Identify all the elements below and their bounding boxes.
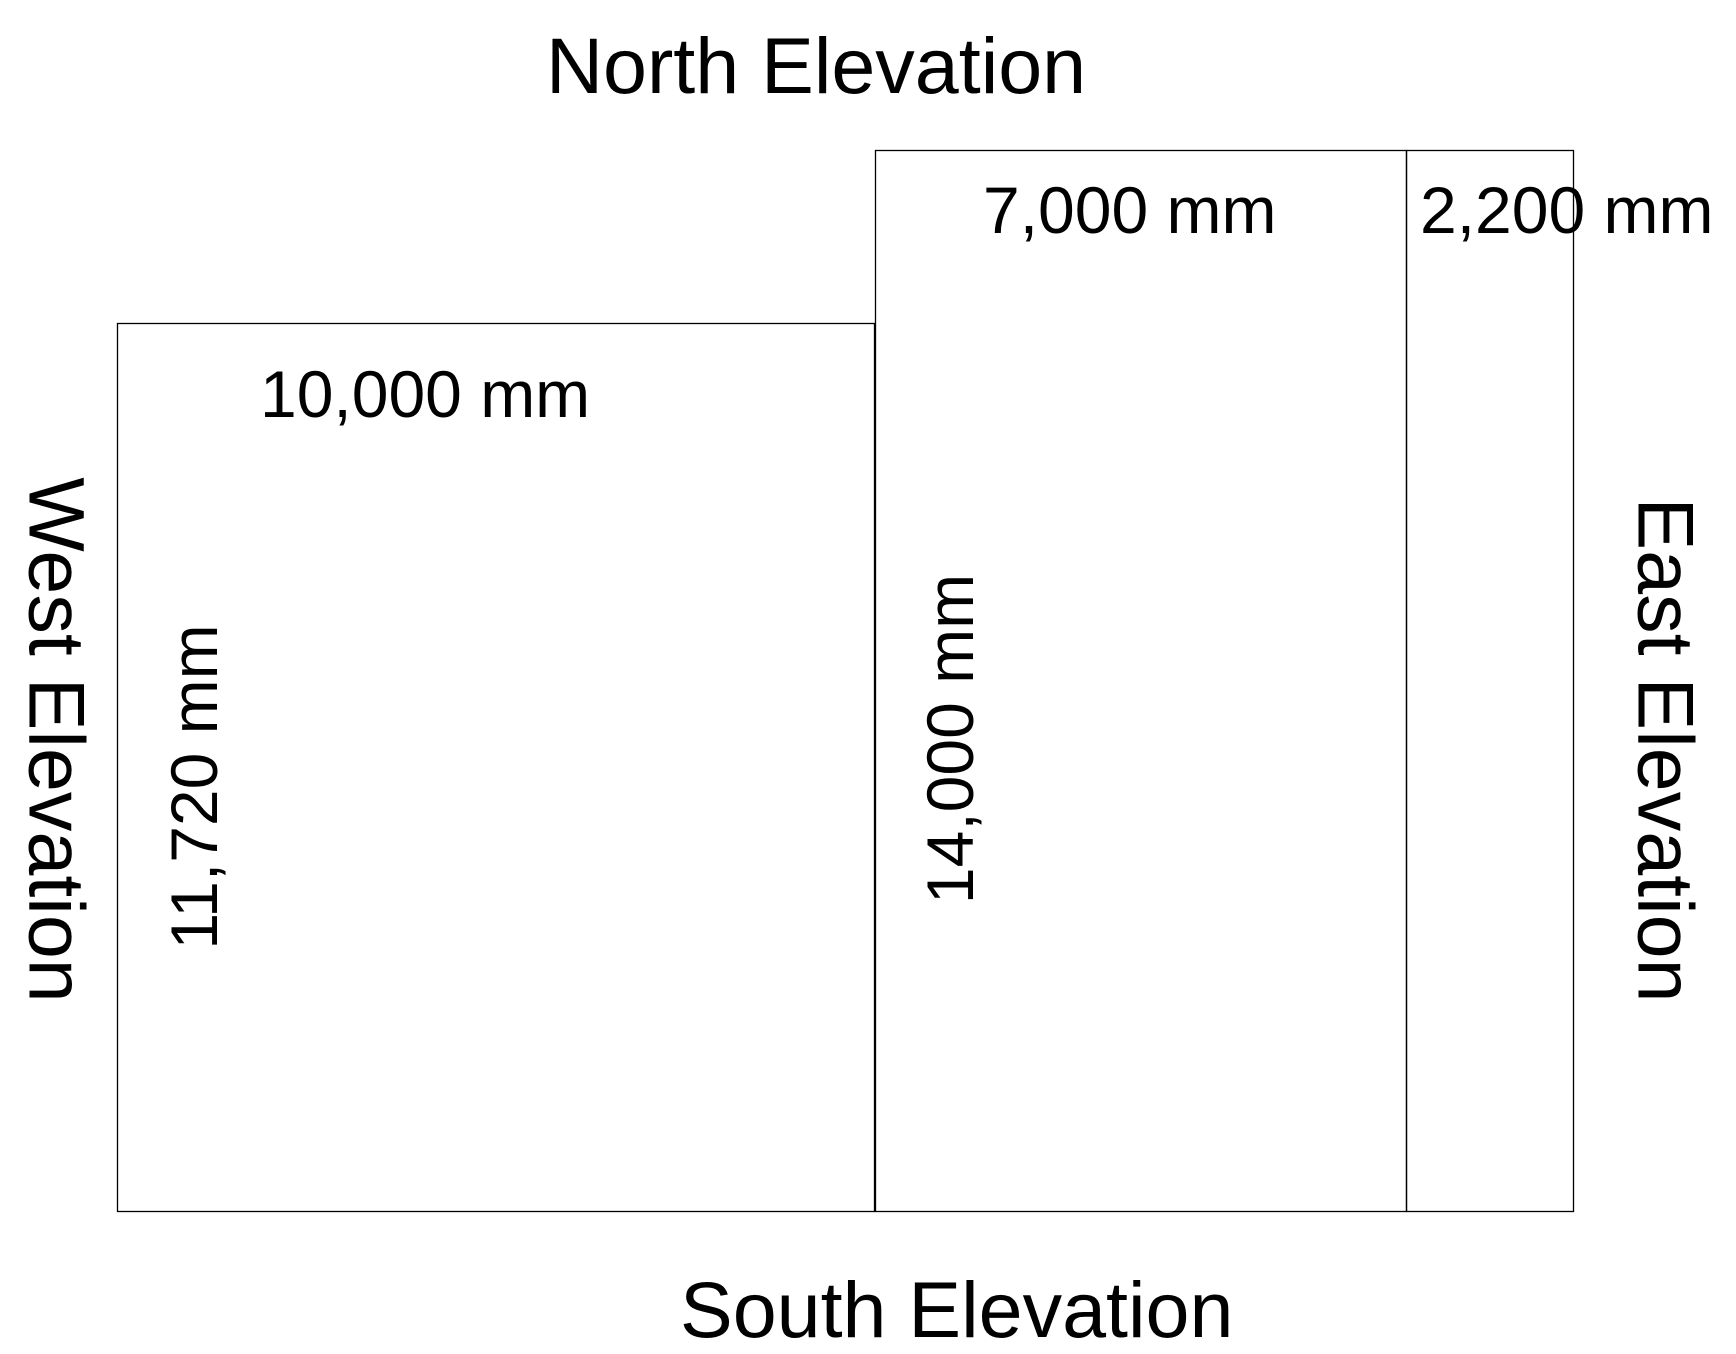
north-elevation-label: North Elevation	[546, 21, 1087, 110]
east-elevation-label: East Elevation	[1621, 497, 1711, 1003]
west-block	[116, 322, 876, 1213]
middle-block-depth-dimension: 14,000 mm	[913, 573, 987, 905]
east-block	[1405, 149, 1575, 1213]
south-elevation-label: South Elevation	[680, 1265, 1234, 1354]
east-block-width-dimension: 2,200 mm	[1420, 173, 1714, 247]
west-block-width-dimension: 10,000 mm	[260, 357, 591, 431]
west-block-depth-dimension: 11,720 mm	[157, 624, 231, 950]
west-elevation-label: West Elevation	[12, 477, 102, 1003]
middle-block-width-dimension: 7,000 mm	[983, 173, 1277, 247]
